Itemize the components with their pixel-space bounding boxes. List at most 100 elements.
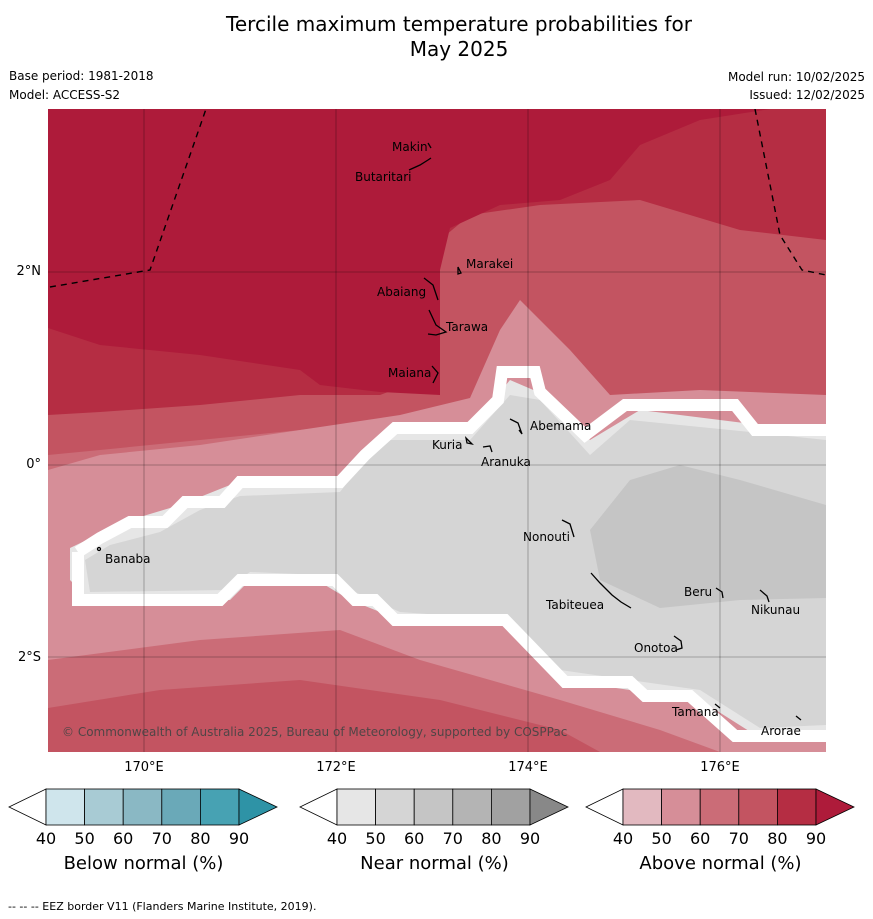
colorbar-tick: 40 xyxy=(612,829,634,848)
place-label-arorae: Arorae xyxy=(761,724,801,738)
colorbar-tick: 40 xyxy=(35,829,57,848)
place-label-aranuka: Aranuka xyxy=(481,455,531,469)
colorbar-tick: 90 xyxy=(805,829,827,848)
near-normal-boundary-lower xyxy=(72,552,826,742)
colorbar-2 xyxy=(585,788,855,826)
place-label-nikunau: Nikunau xyxy=(751,603,801,617)
colorbar-segment xyxy=(161,788,201,826)
lon-label: 174°E xyxy=(508,760,548,775)
colorbar-min-arrow xyxy=(8,788,47,826)
eez-footnote: -- -- -- EEZ border V11 (Flanders Marine… xyxy=(8,900,317,913)
above-normal-80-lower-band xyxy=(48,680,600,752)
colorbar-segment xyxy=(738,788,778,826)
colorbar-tick: 70 xyxy=(728,829,749,848)
place-label-butaritari: Butaritari xyxy=(355,170,412,184)
island-tamana xyxy=(714,703,721,709)
colorbar-segment xyxy=(452,788,492,826)
colorbar-tick: 40 xyxy=(326,829,348,848)
place-label-nonouti: Nonouti xyxy=(523,530,570,544)
place-label-onotoa: Onotoa xyxy=(634,641,678,655)
lat-label: 2°N xyxy=(16,264,42,279)
base-period: Base period: 1981-2018 xyxy=(9,69,154,83)
colorbar-tick: 80 xyxy=(481,829,502,848)
colorbar-segment xyxy=(375,788,415,826)
issued-date: Issued: 12/02/2025 xyxy=(749,88,865,102)
island-onotoa xyxy=(673,635,683,651)
title-line-2: May 2025 xyxy=(409,37,509,61)
colorbar-title: Above normal (%) xyxy=(639,853,802,874)
model-run: Model run: 10/02/2025 xyxy=(727,70,865,84)
lon-label: 172°E xyxy=(316,760,356,775)
colorbar-tick: 70 xyxy=(151,829,172,848)
graticule xyxy=(48,109,826,752)
colorbar-0 xyxy=(8,788,278,826)
colorbar-tick: 50 xyxy=(74,829,95,848)
island-abaiang xyxy=(423,277,439,301)
island-tabiteuea xyxy=(590,572,632,609)
colorbar-tick: 80 xyxy=(190,829,211,848)
near-normal-70-region xyxy=(590,465,826,608)
colorbar-tick: 70 xyxy=(442,829,463,848)
colorbar-segment xyxy=(199,788,240,826)
place-label-beru: Beru xyxy=(684,585,713,599)
colorbar-title: Below normal (%) xyxy=(63,853,224,874)
colorbar-tick: 90 xyxy=(519,829,541,848)
colorbar-tick: 60 xyxy=(113,829,134,848)
above-normal-90-band xyxy=(48,109,770,395)
place-label-tabiteuea: Tabiteuea xyxy=(546,598,605,612)
island-aranuka xyxy=(482,445,493,453)
eez-border-west xyxy=(49,109,207,288)
island-beru xyxy=(715,587,724,599)
colorbar-tick: 50 xyxy=(651,829,672,848)
place-label-abemama: Abemama xyxy=(530,419,592,433)
colorbar-min-arrow xyxy=(299,788,338,826)
island-butaritari xyxy=(408,157,432,171)
island-abemama xyxy=(509,418,523,435)
place-label-tarawa: Tarawa xyxy=(446,320,489,334)
island-arorae xyxy=(795,715,802,721)
colorbar-tick: 60 xyxy=(404,829,425,848)
probability-field xyxy=(48,109,826,752)
island-makin xyxy=(427,142,432,149)
place-label-abaiang: Abaiang xyxy=(377,285,427,299)
lat-label: 2°S xyxy=(17,650,41,665)
colorbar-segment xyxy=(84,788,124,826)
island-tarawa xyxy=(427,309,448,336)
lat-label: 0° xyxy=(26,457,41,472)
eez-borders xyxy=(49,109,826,288)
lon-label: 176°E xyxy=(700,760,740,775)
colorbar-max-arrow xyxy=(815,788,855,826)
colorbar-tick: 60 xyxy=(690,829,711,848)
model-name: Model: ACCESS-S2 xyxy=(9,88,121,102)
colorbar-segment xyxy=(490,788,531,826)
island-outlines xyxy=(96,142,802,721)
colorbar-segment xyxy=(622,788,662,826)
island-nonouti xyxy=(561,519,575,538)
title-line-1: Tercile maximum temperature probabilitie… xyxy=(226,12,692,36)
place-label-marakei: Marakei xyxy=(466,257,514,271)
place-label-banaba: Banaba xyxy=(105,552,151,566)
island-kuria xyxy=(464,436,474,446)
copyright-notice: © Commonwealth of Australia 2025, Bureau… xyxy=(62,725,568,739)
island-nikunau xyxy=(759,589,770,603)
colorbar-segment xyxy=(413,788,454,826)
island-marakei xyxy=(457,266,462,275)
place-label-maiana: Maiana xyxy=(388,366,432,380)
colorbar-segment xyxy=(699,788,740,826)
place-label-kuria: Kuria xyxy=(432,438,463,452)
island-maiana xyxy=(431,365,439,384)
map-title: Tercile maximum temperature probabilitie… xyxy=(0,12,873,62)
place-label-makin: Makin xyxy=(392,140,428,154)
near-normal-boundary-upper xyxy=(74,366,826,558)
colorbar-segment xyxy=(122,788,163,826)
colorbar-1 xyxy=(299,788,569,826)
colorbar-segment xyxy=(776,788,817,826)
colorbar-tick: 80 xyxy=(767,829,788,848)
colorbar-max-arrow xyxy=(238,788,278,826)
colorbar-segment xyxy=(45,788,85,826)
colorbar-tick: 50 xyxy=(365,829,386,848)
place-label-tamana: Tamana xyxy=(672,705,719,719)
colorbar-tick: 90 xyxy=(228,829,250,848)
colorbar-segment xyxy=(661,788,701,826)
